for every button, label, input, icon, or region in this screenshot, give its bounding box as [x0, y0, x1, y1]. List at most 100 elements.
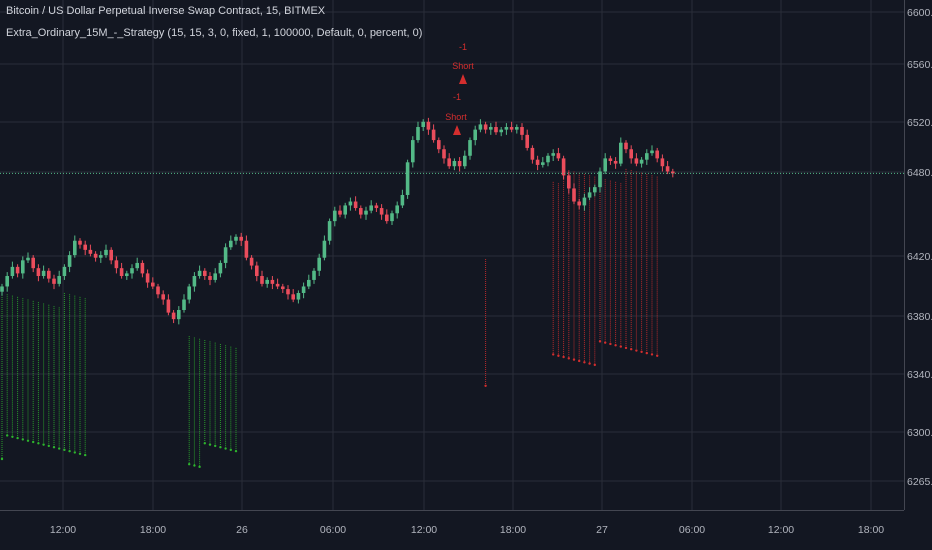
candle-series: [0, 117, 675, 325]
candle-body: [338, 210, 342, 215]
candle-body: [364, 210, 368, 215]
candle-body: [135, 262, 139, 269]
time-tick-label: 18:00: [858, 524, 884, 536]
candle-body: [47, 270, 51, 279]
candle-body: [119, 268, 124, 277]
candle-body: [26, 257, 30, 261]
candle-body: [307, 279, 311, 287]
candle-body: [468, 140, 472, 156]
buy-signal-line-dot: [42, 443, 45, 446]
price-axis[interactable]: 6600.0 6560.0 6520.0 6480.0 6420.0 6380.0 6340…: [904, 0, 932, 550]
sell-signal-line-dot: [640, 350, 643, 354]
sell-signal-line-dot: [609, 342, 612, 346]
candle-body: [41, 270, 46, 277]
time-tick-label: 26: [236, 524, 248, 536]
candle-body: [15, 266, 20, 274]
candle-body: [426, 121, 431, 130]
price-tick-label: 6480.0: [907, 167, 932, 179]
candle-body: [296, 293, 301, 300]
sell-signal-line-dot: [614, 344, 617, 347]
candle-body: [400, 194, 405, 206]
buy-signal-line-dot: [21, 438, 24, 441]
candle-body: [390, 213, 394, 222]
short-annotation: -1: [459, 42, 467, 52]
price-tick-label: 6600.0: [907, 7, 932, 19]
candle-body: [639, 159, 644, 164]
candle-body: [489, 127, 493, 130]
candle-body: [598, 171, 602, 188]
candle-body: [509, 127, 514, 130]
candle-body: [567, 175, 571, 189]
candle-body: [104, 249, 108, 256]
price-axis-bg: [904, 0, 932, 550]
price-tick-label: 6340.0: [907, 369, 932, 381]
time-tick-label: 18:00: [140, 524, 166, 536]
candle-body: [114, 260, 119, 269]
candle-body: [541, 162, 545, 165]
candle-body: [655, 150, 659, 159]
candle-body: [463, 155, 467, 167]
sell-signal-line-dot: [630, 348, 633, 351]
candle-body: [62, 266, 67, 277]
candle-body: [582, 197, 587, 206]
candle-body: [322, 240, 327, 258]
time-axis[interactable]: 12:00 18:00 26 06:00 12:00 18:00 27 06:00 12:00 1…: [0, 510, 904, 537]
candle-body: [379, 208, 384, 215]
buy-signal-line-dot: [78, 452, 82, 455]
price-tick-label: 6520.0: [907, 117, 932, 129]
sell-signal-line-dot: [562, 355, 565, 359]
candle-body: [619, 142, 623, 164]
sell-signal-line-dot: [604, 341, 607, 344]
candle-body: [130, 268, 134, 274]
time-tick-label: 27: [596, 524, 608, 536]
buy-signal-line-dot: [16, 436, 19, 440]
candle-body: [156, 286, 160, 295]
sell-signal-line-dot: [484, 384, 487, 388]
candle-body: [57, 276, 61, 284]
candle-body: [650, 150, 654, 154]
candle-body: [608, 158, 613, 161]
candle-body: [442, 149, 446, 159]
candle-body: [613, 160, 618, 164]
time-tick-label: 18:00: [500, 524, 526, 536]
sell-signal-line-dot: [557, 354, 560, 357]
short-annotation: -1: [453, 92, 461, 102]
candle-body: [494, 127, 498, 133]
candle-body: [301, 286, 306, 294]
buy-signal-line-dot: [32, 440, 35, 444]
candle-body: [665, 166, 670, 172]
candle-body: [645, 153, 649, 160]
candle-body: [21, 260, 25, 274]
candle-body: [624, 142, 628, 150]
short-arrow-icon: [459, 74, 467, 84]
short-annotation: Short: [452, 61, 474, 71]
sell-signal-line-dot: [635, 349, 638, 352]
candle-body: [223, 247, 228, 263]
buy-signal-line-dot: [26, 439, 30, 442]
candle-body: [140, 262, 145, 274]
candle-body: [260, 276, 264, 284]
sell-signal-line-dot: [598, 340, 602, 343]
candle-body: [457, 160, 462, 167]
candle-body: [281, 286, 285, 290]
candle-body: [151, 282, 155, 287]
candle-body: [556, 153, 561, 159]
candle-body: [530, 147, 535, 160]
time-tick-label: 06:00: [320, 524, 346, 536]
candle-body: [36, 268, 41, 277]
candle-body: [634, 158, 639, 164]
symbol-title: Bitcoin / US Dollar Perpetual Inverse Sw…: [6, 5, 326, 17]
candle-body: [203, 270, 207, 277]
candle-body: [317, 257, 321, 271]
candle-body: [145, 273, 150, 283]
candle-body: [353, 201, 358, 209]
candle-body: [192, 276, 197, 287]
candle-body: [177, 309, 181, 320]
candle-body: [187, 286, 191, 300]
candle-body: [327, 221, 332, 241]
buy-signal-line-dot: [0, 457, 4, 461]
candle-body: [229, 240, 233, 248]
strategy-legend[interactable]: Extra_Ordinary_15M_-_Strategy (15, 15, 3…: [6, 27, 423, 39]
